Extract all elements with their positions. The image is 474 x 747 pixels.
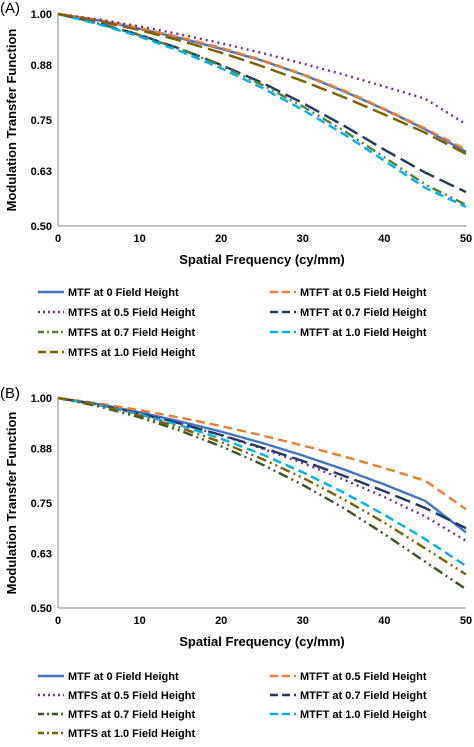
y-tick-label: 0.75	[31, 498, 52, 510]
chart-panel-a: (A) 0.50 0.63 0.75 0.88 1.00 0 10 20 30 40 50 Spatia…	[0, 0, 472, 359]
series-line-5	[57, 396, 467, 591]
series-line-4	[57, 12, 467, 194]
legend-label-7: MTFS at 1.0 Field Height	[68, 347, 195, 359]
series-line-2	[57, 12, 467, 151]
legend-label-5: MTFS at 0.7 Field Height	[68, 327, 195, 339]
series-line-3	[57, 12, 467, 126]
x-tick-label: 30	[297, 233, 309, 245]
chart-b-svg: (B) 0.50 0.63 0.75 0.88 1.00 0 10 20 30 40 50 Spatia…	[0, 385, 472, 740]
x-tick-label: 40	[378, 233, 390, 245]
legend-label-3: MTFS at 0.5 Field Height	[68, 690, 195, 702]
panel-label: (A)	[0, 0, 20, 17]
x-tick-label: 40	[378, 615, 390, 627]
y-tick-label: 1.00	[31, 393, 52, 405]
y-axis-title: Modulation Transfer Function	[4, 29, 19, 212]
x-tick-label: 10	[133, 233, 145, 245]
x-tick-label: 50	[460, 615, 472, 627]
legend-label-2: MTFT at 0.5 Field Height	[300, 287, 427, 299]
x-tick-label: 0	[55, 233, 61, 245]
y-tick-label: 0.63	[31, 548, 52, 560]
legend-label-1: MTF at 0 Field Height	[68, 287, 179, 299]
series-line-6	[57, 12, 467, 208]
chart-panel-b: (B) 0.50 0.63 0.75 0.88 1.00 0 10 20 30 40 50 Spatia…	[0, 378, 474, 747]
legend-label-5: MTFS at 0.7 Field Height	[68, 709, 195, 721]
x-tick-label: 50	[460, 233, 472, 245]
series-line-7	[57, 396, 467, 576]
y-tick-label: 0.63	[31, 166, 52, 178]
legend-label-4: MTFT at 0.7 Field Height	[300, 307, 427, 319]
x-axis-title: Spatial Frequency (cy/mm)	[179, 634, 344, 649]
y-tick-label: 0.88	[31, 443, 52, 455]
y-tick-label: 0.88	[31, 60, 52, 72]
legend-label-6: MTFT at 1.0 Field Height	[300, 709, 427, 721]
series-line-6	[57, 396, 467, 568]
series-line-1	[57, 12, 467, 153]
x-tick-label: 0	[55, 615, 61, 627]
x-tick-label: 20	[215, 615, 227, 627]
y-tick-label: 0.75	[31, 115, 52, 127]
series-line-5	[57, 12, 467, 206]
legend-label-1: MTF at 0 Field Height	[68, 671, 179, 683]
series-line-4	[57, 396, 467, 530]
chart-a-svg: (A) 0.50 0.63 0.75 0.88 1.00 0 10 20 30 40 50 Spatia…	[0, 0, 472, 359]
legend-label-6: MTFT at 1.0 Field Height	[300, 327, 427, 339]
panel-label: (B)	[0, 385, 20, 402]
legend-label-7: MTFS at 1.0 Field Height	[68, 728, 195, 740]
x-tick-label: 30	[297, 615, 309, 627]
y-axis-title: Modulation Transfer Function	[4, 412, 19, 595]
x-tick-label: 10	[133, 615, 145, 627]
y-tick-label: 0.50	[31, 603, 52, 615]
x-tick-label: 20	[215, 233, 227, 245]
x-axis-title: Spatial Frequency (cy/mm)	[179, 252, 344, 267]
legend-label-2: MTFT at 0.5 Field Height	[300, 671, 427, 683]
y-tick-label: 1.00	[31, 9, 52, 21]
y-tick-label: 0.50	[31, 221, 52, 233]
legend-label-3: MTFS at 0.5 Field Height	[68, 307, 195, 319]
series-line-3	[57, 396, 467, 542]
legend-label-4: MTFT at 0.7 Field Height	[300, 690, 427, 702]
series-line-7	[57, 12, 467, 155]
